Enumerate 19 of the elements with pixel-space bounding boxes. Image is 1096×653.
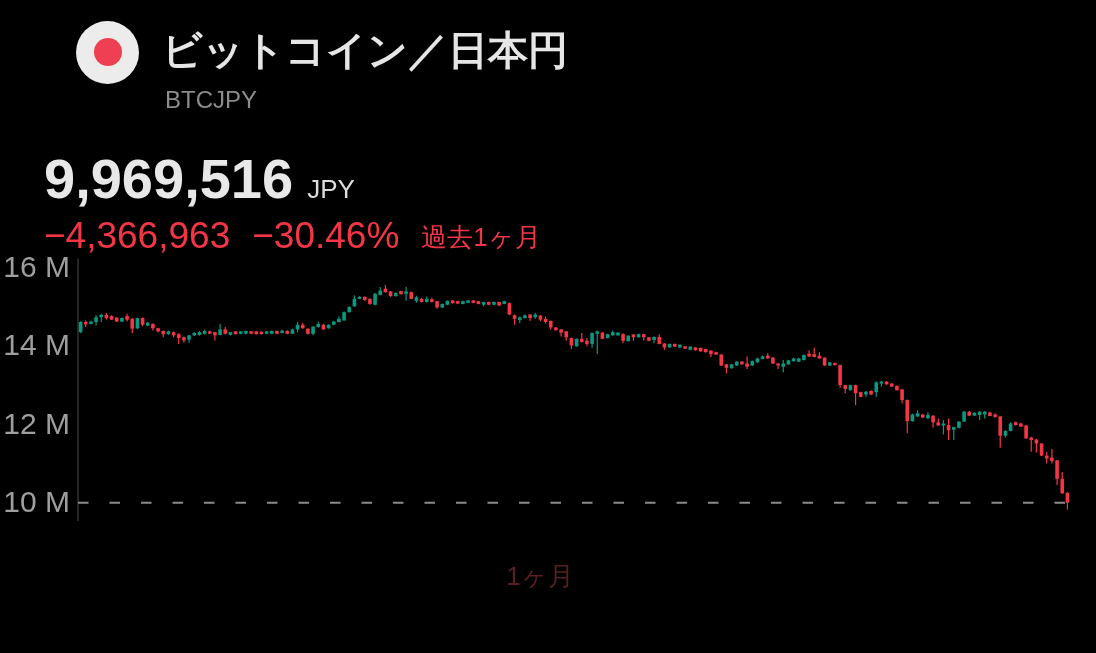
- candlestick: [745, 355, 749, 370]
- text: JPY: [307, 174, 355, 204]
- candlestick: [926, 411, 930, 420]
- text: 過去1ヶ月: [421, 222, 541, 252]
- candlestick: [652, 335, 656, 344]
- candlestick: [94, 314, 98, 327]
- candlestick: [905, 399, 910, 434]
- chart-title: ビットコイン／日本円: [162, 28, 568, 72]
- candlestick: [1060, 471, 1065, 495]
- text: 9,969,516: [44, 147, 294, 210]
- y-tick-label: 12 M: [3, 406, 70, 440]
- chart-subtitle: BTCJPY: [165, 86, 258, 113]
- text: 1ヶ月: [506, 561, 574, 591]
- y-tick-label: 10 M: [3, 485, 70, 518]
- candlestick: [404, 286, 408, 302]
- y-tick-label: 14 M: [3, 328, 70, 362]
- text: −30.46%: [252, 215, 400, 256]
- candlestick: [528, 313, 532, 322]
- candlestick: [931, 414, 935, 429]
